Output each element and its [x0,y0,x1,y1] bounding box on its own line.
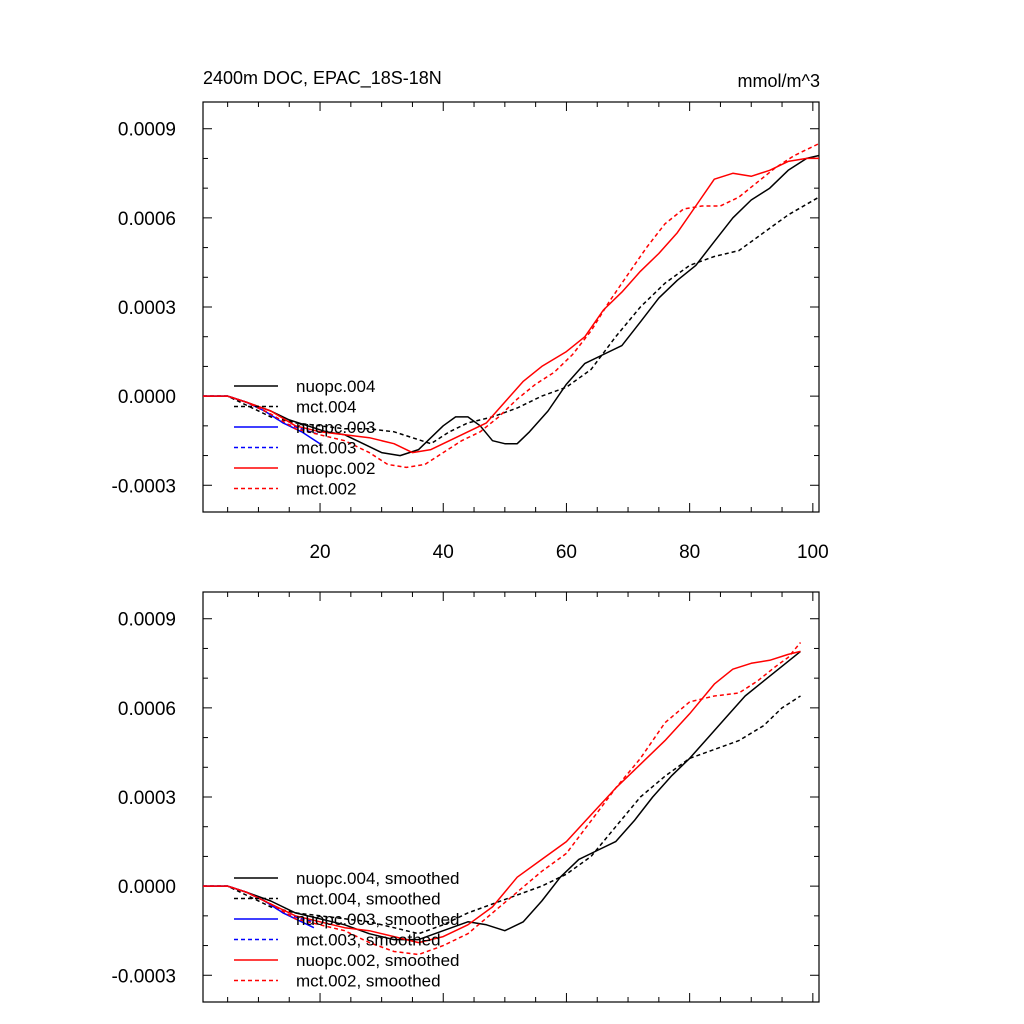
units-label: mmol/m^3 [738,71,820,91]
series-nuopc-002-smoothed [203,650,801,944]
tick-marks [203,102,819,512]
x-tick-label: 100 [797,542,829,563]
legend-label: mct.004 [296,398,356,417]
legend-label: mct.002, smoothed [296,972,441,991]
y-tick-label: 0.0006 [118,209,176,230]
x-tick-label: 60 [556,542,577,563]
legend-label: nuopc.003 [296,418,375,437]
y-tick-label: 0.0006 [118,699,176,720]
legend-label: mct.003 [296,439,356,458]
series-mct-002 [203,142,820,469]
legend-label: mct.002 [296,480,356,499]
series-lines [203,142,820,469]
top-panel: 2400m DOC, EPAC_18S-18N mmol/m^3 20 40 60 8… [112,68,829,563]
series-lines [203,642,802,956]
series-nuopc-002 [203,157,819,454]
y-tick-label: 0.0003 [118,298,176,319]
x-tick-label: 40 [433,542,454,563]
y-tick-label: 0.0000 [118,387,176,408]
series-nuopc-004-smoothed [203,650,801,941]
x-tick-label: 80 [679,542,700,563]
series-mct-004-smoothed [203,695,801,935]
bottom-panel: -0.0003 0.0000 0.0003 0.0006 0.0009 nuopc.00… [112,591,820,1003]
x-tick-label: 20 [309,542,330,563]
series-mct-002-smoothed [203,642,802,956]
legend-label: nuopc.002, smoothed [296,951,460,970]
legend-label: mct.003, smoothed [296,931,441,950]
legend-label: nuopc.003, smoothed [296,910,460,929]
y-tick-label: 0.0000 [118,877,176,898]
y-tick-label: -0.0003 [112,966,176,987]
y-tick-label: 0.0003 [118,788,176,809]
legend-label: nuopc.002 [296,459,375,478]
tick-labels: 20 40 60 80 100 -0.0003 0.0000 0.0003 0.0006 0.00… [112,120,829,563]
legend-label: nuopc.004 [296,377,375,396]
y-tick-label: 0.0009 [118,610,176,631]
legend-label: mct.004, smoothed [296,890,441,909]
tick-labels: -0.0003 0.0000 0.0003 0.0006 0.0009 [112,610,176,988]
y-tick-label: -0.0003 [112,476,176,497]
chart-title: 2400m DOC, EPAC_18S-18N [203,68,442,89]
legend-label: nuopc.004, smoothed [296,869,460,888]
y-tick-label: 0.0009 [118,120,176,141]
